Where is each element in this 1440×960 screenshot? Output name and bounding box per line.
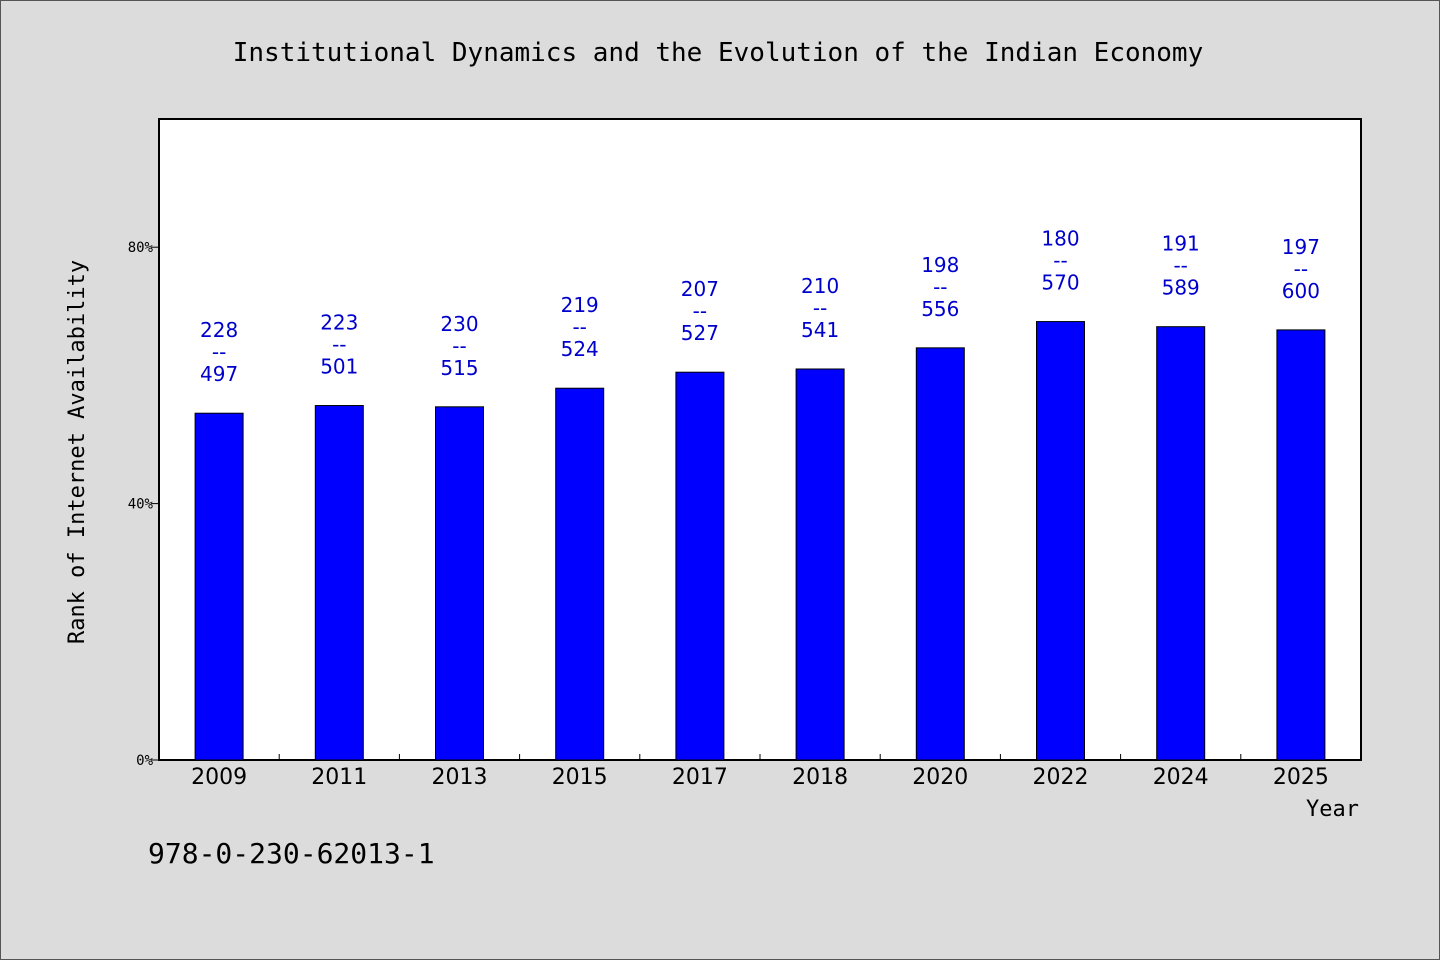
data-label-top-2024: 191 — [1162, 232, 1200, 256]
x-tick-label-2011: 2011 — [311, 765, 367, 790]
bar-2018 — [795, 368, 845, 761]
y-axis-title: Rank of Internet Availability — [65, 260, 90, 644]
chart-title: Institutional Dynamics and the Evolution… — [233, 38, 1204, 68]
bar-2024 — [1156, 326, 1206, 761]
bars — [194, 321, 1326, 761]
bar-2022 — [1036, 321, 1085, 761]
data-label-top-2015: 219 — [561, 293, 599, 317]
x-tick-label-2009: 2009 — [191, 765, 247, 790]
bar-2015 — [555, 387, 605, 761]
data-label-bottom-2018: 541 — [801, 318, 839, 342]
data-label-sep-2022: -- — [1053, 249, 1067, 273]
data-label-top-2013: 230 — [440, 312, 478, 336]
bar-2013 — [435, 406, 484, 761]
data-label-sep-2025: -- — [1294, 257, 1308, 281]
bar-2017 — [675, 371, 725, 761]
y-tick-label: 80% — [128, 240, 154, 256]
x-tick-label-2020: 2020 — [912, 765, 968, 790]
x-tick-label-2015: 2015 — [552, 765, 608, 790]
data-label-top-2011: 223 — [320, 311, 358, 335]
x-tick-label-2017: 2017 — [672, 765, 728, 790]
data-label-bottom-2013: 515 — [440, 356, 478, 380]
y-axis: 0% 40% 80% — [128, 240, 159, 769]
data-label-bottom-2015: 524 — [561, 337, 599, 361]
x-axis: 2009 2011 2013 2015 2017 2018 2020 2022 2024 2025 — [191, 754, 1329, 790]
x-tick-label-2025: 2025 — [1273, 765, 1329, 790]
data-label-bottom-2024: 589 — [1162, 276, 1200, 300]
isbn-text: 978-0-230-62013-1 — [148, 837, 435, 870]
data-label-sep-2009: -- — [212, 340, 226, 364]
data-label-top-2022: 180 — [1041, 227, 1079, 251]
data-label-bottom-2025: 600 — [1282, 279, 1320, 303]
data-label-top-2025: 197 — [1282, 235, 1320, 259]
data-label-top-2009: 228 — [200, 318, 238, 342]
data-label-top-2018: 210 — [801, 274, 839, 298]
bar-2025 — [1276, 329, 1326, 761]
data-label-bottom-2017: 527 — [681, 321, 719, 345]
data-label-top-2017: 207 — [681, 277, 719, 301]
y-tick-label: 0% — [136, 753, 153, 769]
data-label-bottom-2011: 501 — [320, 355, 358, 379]
x-tick-label-2022: 2022 — [1033, 765, 1089, 790]
data-labels: 228--497223--501230--515219--524207--527… — [200, 227, 1320, 387]
x-axis-title: Year — [1306, 797, 1359, 822]
data-label-sep-2024: -- — [1173, 254, 1187, 278]
x-tick-label-2018: 2018 — [792, 765, 848, 790]
data-label-top-2020: 198 — [921, 253, 959, 277]
data-label-sep-2011: -- — [332, 333, 346, 357]
x-tick-label-2024: 2024 — [1153, 765, 1209, 790]
data-label-sep-2015: -- — [572, 315, 586, 339]
data-label-sep-2020: -- — [933, 275, 947, 299]
data-label-bottom-2022: 570 — [1041, 271, 1079, 295]
data-label-bottom-2020: 556 — [921, 297, 959, 321]
bar-2020 — [915, 347, 965, 761]
data-label-sep-2013: -- — [452, 334, 466, 358]
data-label-bottom-2009: 497 — [200, 362, 238, 386]
x-tick-label-2013: 2013 — [432, 765, 488, 790]
data-label-sep-2017: -- — [693, 299, 707, 323]
data-label-sep-2018: -- — [813, 296, 827, 320]
bar-2011 — [314, 405, 364, 761]
y-tick-label: 40% — [128, 497, 154, 513]
bar-2009 — [194, 412, 244, 761]
